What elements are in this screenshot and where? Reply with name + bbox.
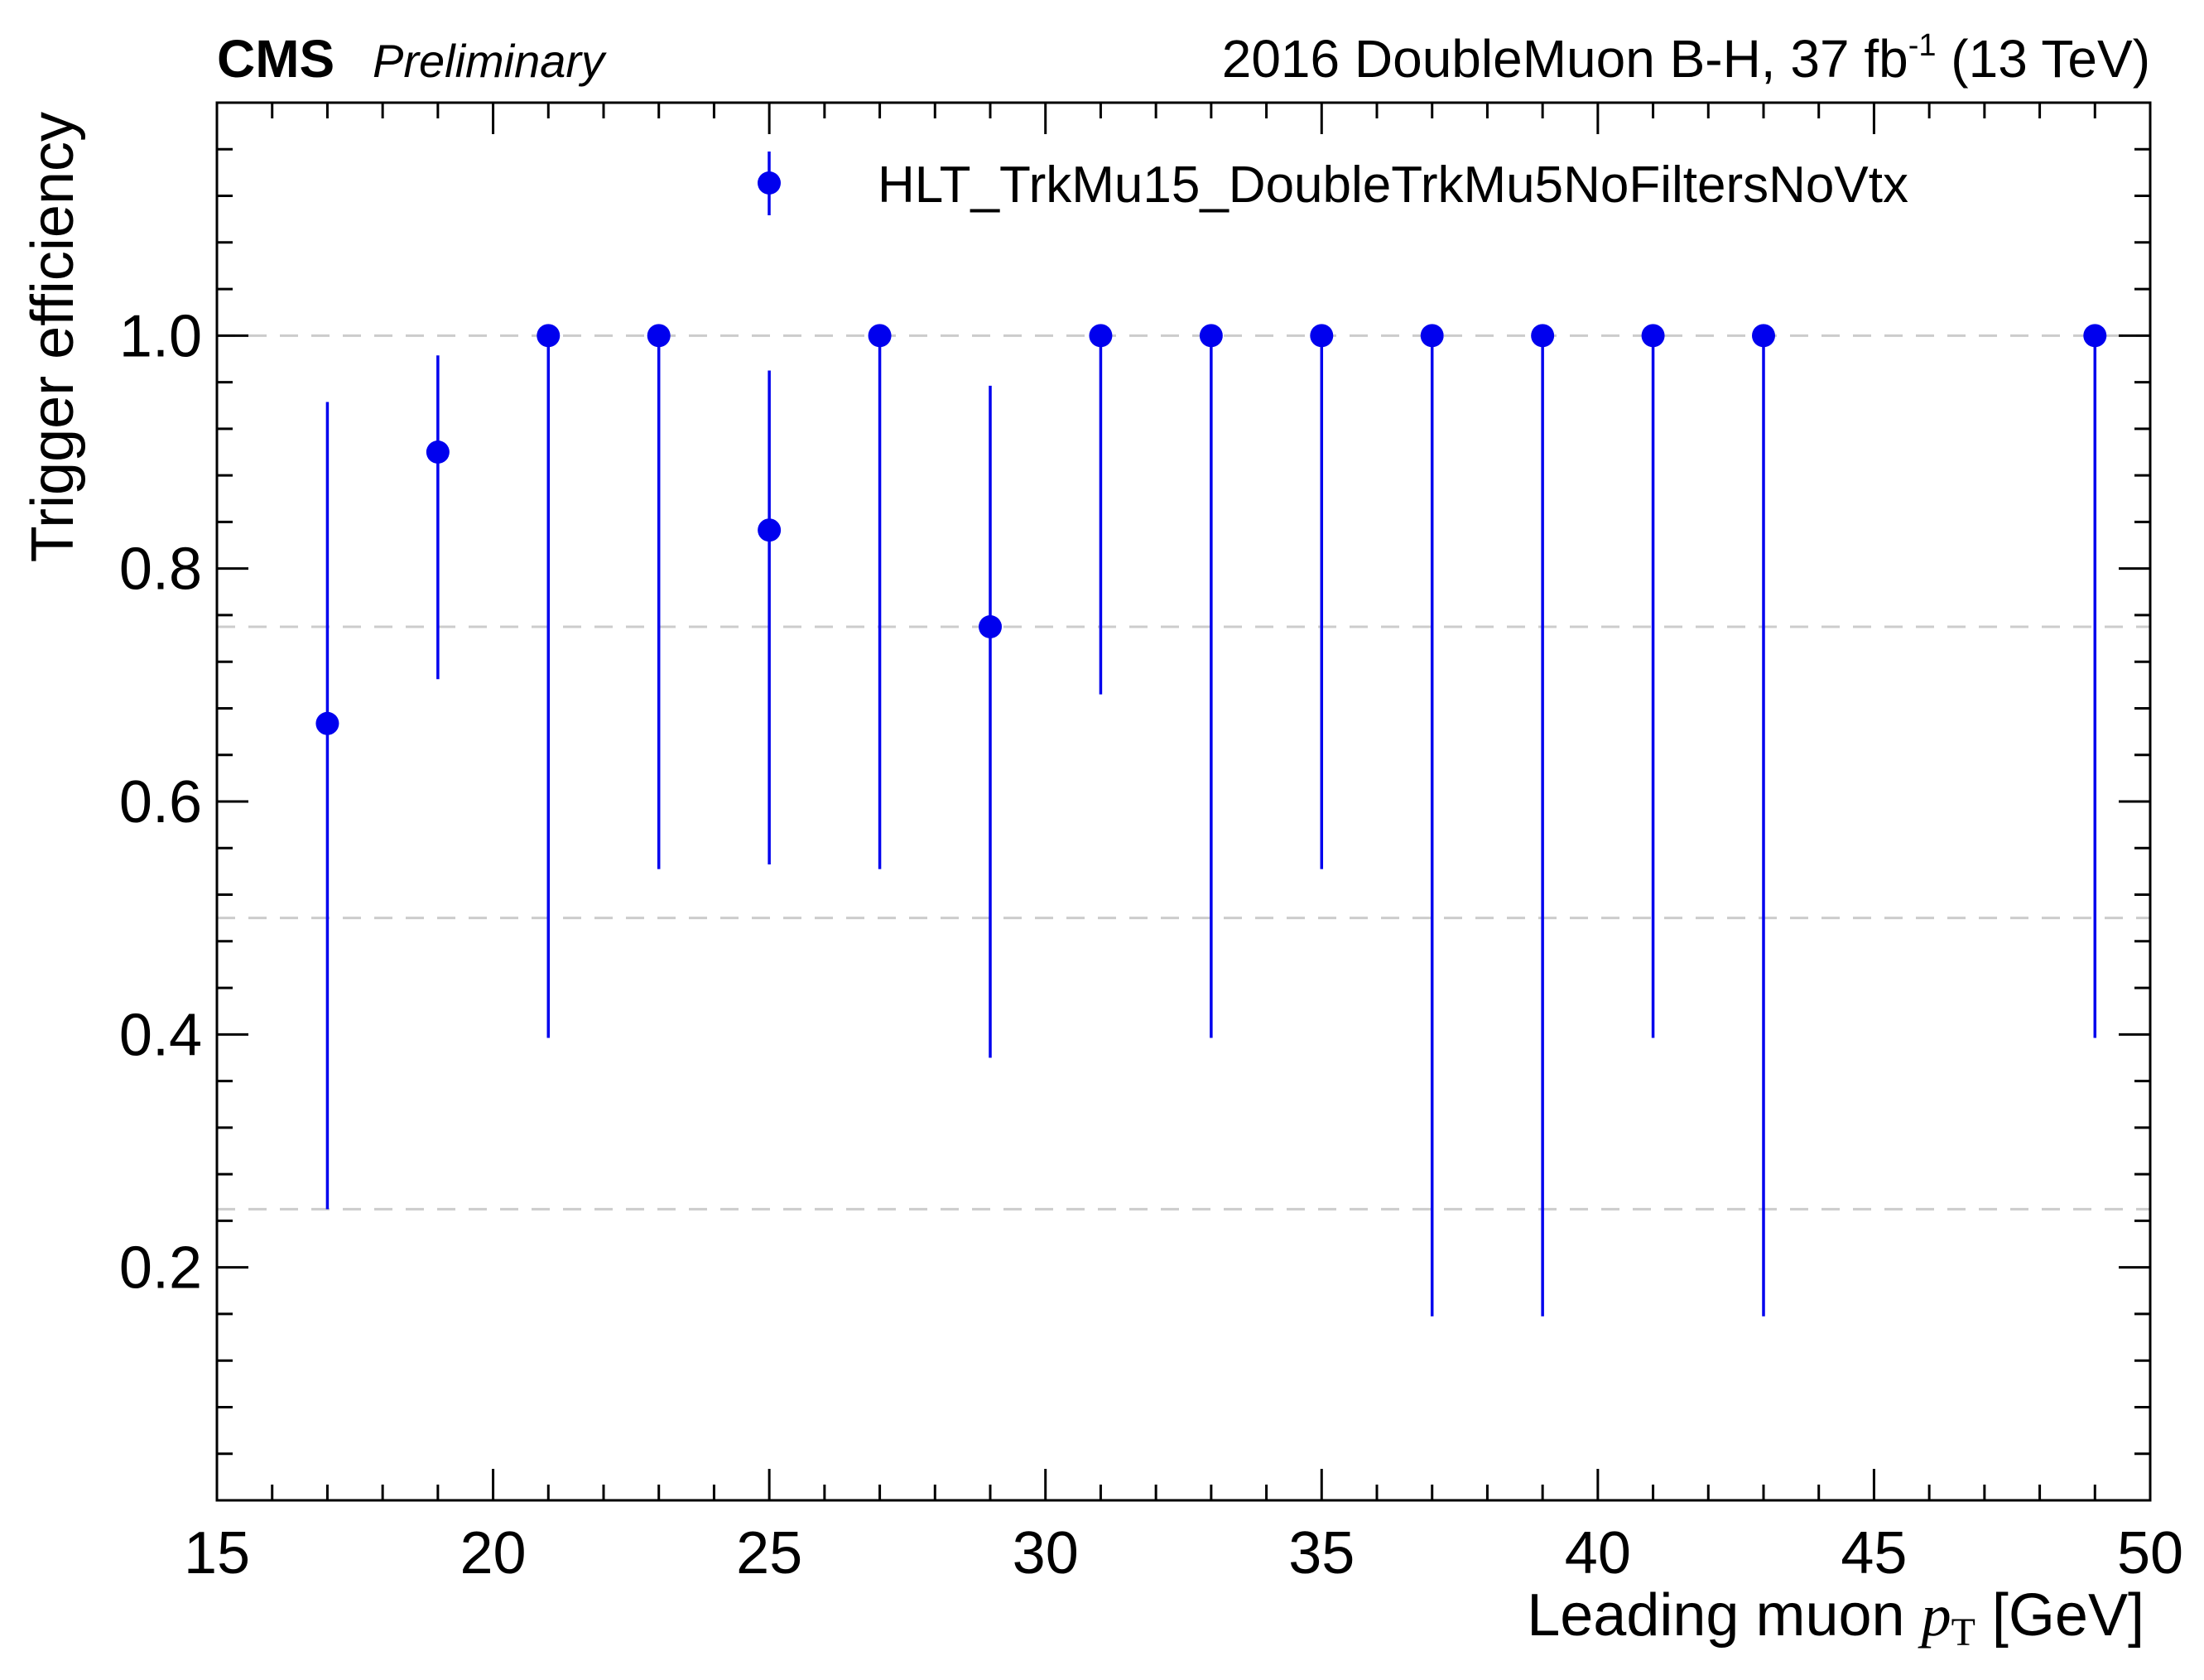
y-tick-label: 0.6 xyxy=(119,769,202,835)
cms-label: CMS xyxy=(217,29,334,89)
y-tick-label: 0.4 xyxy=(119,1002,202,1068)
x-tick-label: 50 xyxy=(2117,1520,2183,1586)
data-point xyxy=(1089,324,1113,348)
data-point xyxy=(537,324,561,348)
energy-text: (13 TeV) xyxy=(1937,29,2151,89)
y-tick-label: 1.0 xyxy=(119,303,202,369)
lumi-text: 2016 DoubleMuon B-H, 37 fb xyxy=(1222,29,1908,89)
data-point xyxy=(1641,324,1665,348)
x-axis-title-prefix: Leading muon xyxy=(1527,1582,1921,1649)
data-point xyxy=(1531,324,1555,348)
x-axis-title-sub: T xyxy=(1951,1610,1975,1654)
data-point xyxy=(1420,324,1444,348)
data-point xyxy=(868,324,892,348)
preliminary-label: Preliminary xyxy=(373,35,607,87)
y-tick-label: 0.8 xyxy=(119,537,202,603)
data-point xyxy=(979,615,1002,638)
x-tick-label: 15 xyxy=(184,1520,250,1586)
data-point xyxy=(315,711,339,735)
x-tick-label: 35 xyxy=(1288,1520,1355,1586)
x-tick-label: 30 xyxy=(1013,1520,1079,1586)
series-layer xyxy=(315,324,2107,1317)
x-tick-label: 25 xyxy=(736,1520,802,1586)
tick-layer: 15 20 25 30 35 40 45 50 0.2 0.4 0.6 0.8 1.0 xyxy=(119,103,2183,1586)
y-axis-title: Trigger efficiency xyxy=(20,112,86,562)
x-tick-label: 40 xyxy=(1565,1520,1631,1586)
data-point xyxy=(1310,324,1334,348)
lumi-label: 2016 DoubleMuon B-H, 37 fb-1 (13 TeV) xyxy=(1222,28,2150,89)
legend-marker xyxy=(758,171,781,195)
legend: HLT_TrkMu15_DoubleTrkMu5NoFiltersNoVtx xyxy=(758,152,1908,215)
data-point xyxy=(2083,324,2107,348)
plot-frame xyxy=(215,101,2152,1502)
legend-label: HLT_TrkMu15_DoubleTrkMu5NoFiltersNoVtx xyxy=(878,156,1908,214)
x-axis-title: Leading muon pT [GeV] xyxy=(1527,1582,2144,1654)
x-tick-label: 45 xyxy=(1841,1520,1907,1586)
x-axis-title-unit: [GeV] xyxy=(1975,1582,2144,1649)
x-tick-label: 20 xyxy=(460,1520,527,1586)
data-point xyxy=(1199,324,1223,348)
data-point xyxy=(647,324,671,348)
grid-layer xyxy=(217,334,2150,1211)
x-axis-title-var: p xyxy=(1918,1582,1951,1649)
y-tick-label: 0.2 xyxy=(119,1235,202,1302)
lumi-superscript: -1 xyxy=(1908,28,1937,63)
data-point xyxy=(758,518,782,542)
data-point xyxy=(426,440,450,464)
data-point xyxy=(1752,324,1775,348)
